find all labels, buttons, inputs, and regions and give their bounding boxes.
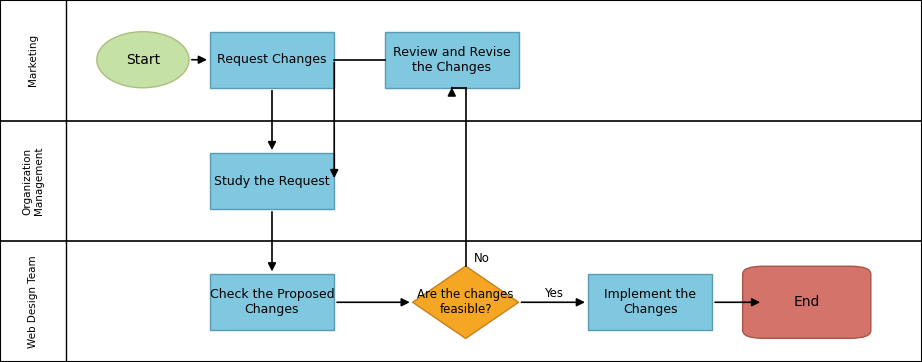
Text: Yes: Yes: [544, 287, 562, 300]
Text: Organization
Management: Organization Management: [22, 147, 44, 215]
Text: Start: Start: [125, 53, 160, 67]
Text: Web Design Team: Web Design Team: [29, 256, 38, 348]
Text: Request Changes: Request Changes: [218, 53, 326, 66]
FancyBboxPatch shape: [209, 153, 334, 209]
Text: End: End: [794, 295, 820, 309]
FancyBboxPatch shape: [587, 274, 712, 330]
Text: No: No: [474, 252, 491, 265]
Text: Study the Request: Study the Request: [214, 174, 330, 188]
FancyBboxPatch shape: [742, 266, 870, 338]
Text: Review and Revise
the Changes: Review and Revise the Changes: [393, 46, 511, 74]
Text: Are the changes
feasible?: Are the changes feasible?: [418, 288, 514, 316]
Text: Marketing: Marketing: [29, 34, 38, 86]
Polygon shape: [413, 266, 518, 338]
Text: Implement the
Changes: Implement the Changes: [604, 288, 696, 316]
Text: Check the Proposed
Changes: Check the Proposed Changes: [209, 288, 335, 316]
FancyBboxPatch shape: [385, 32, 518, 88]
FancyBboxPatch shape: [209, 32, 334, 88]
Ellipse shape: [97, 32, 189, 88]
FancyBboxPatch shape: [209, 274, 334, 330]
